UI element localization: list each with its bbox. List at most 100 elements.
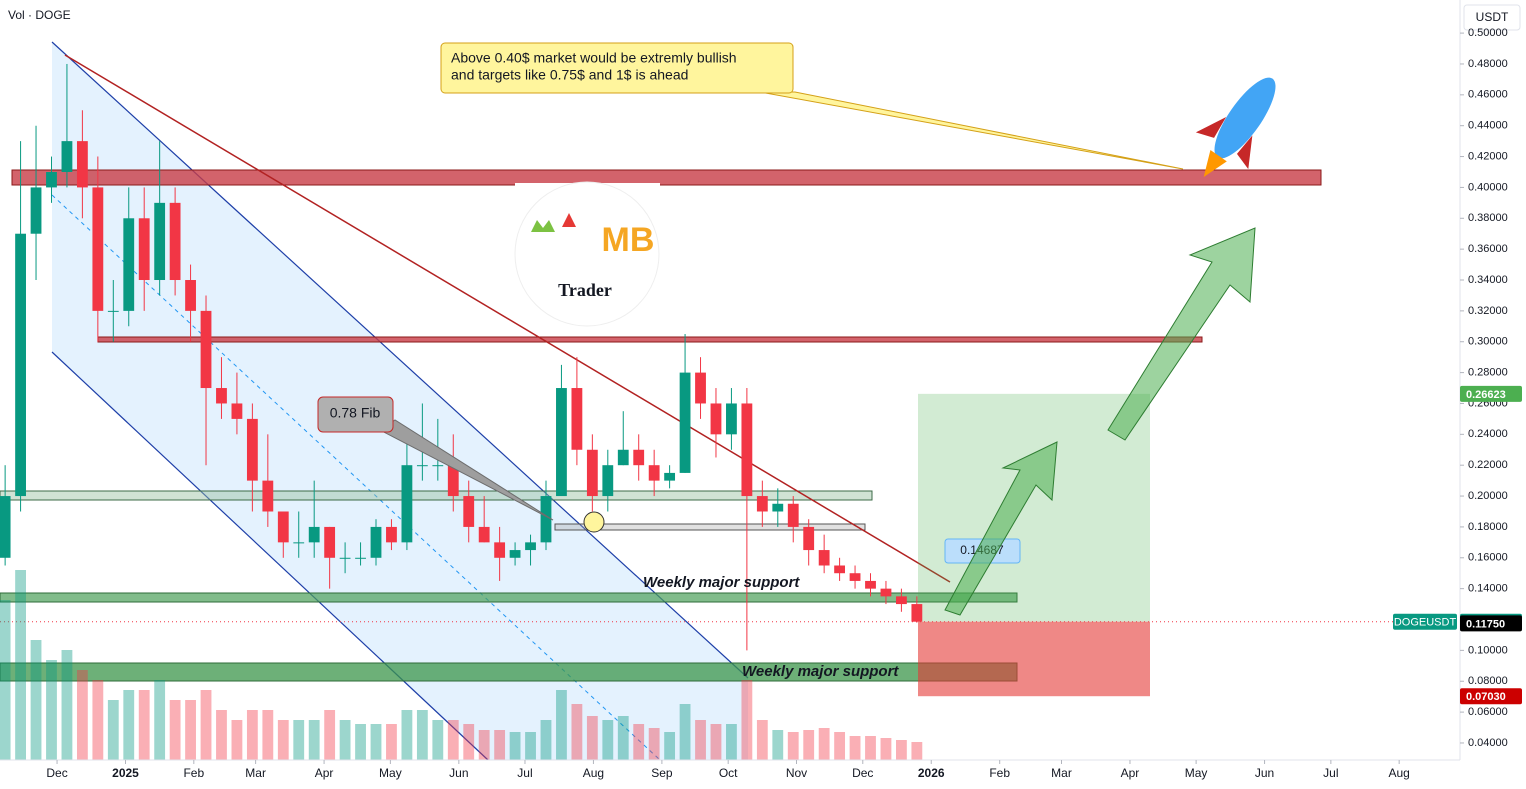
candle-body (107, 310, 119, 312)
y-tick-label: 0.08000 (1468, 675, 1508, 687)
symbol-label: DOGEUSDT (1394, 617, 1457, 629)
volume-bar (741, 680, 753, 760)
volume-bar (76, 670, 88, 760)
volume-bar (15, 570, 26, 760)
candle-body (447, 465, 459, 497)
candle-body (416, 465, 428, 467)
volume-bar (231, 720, 243, 760)
support-label: Weekly major support (643, 574, 800, 591)
volume-bar (834, 732, 846, 760)
callout-text: Above 0.40$ market would be extremly bul… (451, 50, 737, 66)
candle-body (787, 503, 799, 527)
volume-bar (664, 732, 676, 760)
candle-body (525, 542, 536, 551)
volume-bar (169, 700, 181, 760)
volume-bar (355, 724, 366, 760)
candle-body (911, 604, 923, 622)
rocket-flame (1203, 149, 1227, 177)
volume-bar (200, 690, 212, 760)
currency-button[interactable] (1463, 4, 1521, 31)
candle-body (401, 465, 413, 543)
logo-word: Trader (558, 280, 612, 300)
volume-bar (386, 724, 397, 760)
candle-body (602, 465, 614, 497)
x-tick-label: Jun (1255, 766, 1274, 780)
volume-bar (478, 730, 490, 760)
candle-body (540, 496, 552, 543)
candle-body (741, 403, 753, 497)
volume-bar (586, 716, 598, 760)
resistance-zone (11, 169, 1322, 186)
candle-body (30, 187, 42, 234)
logo (514, 181, 660, 327)
price-badge-label: 0.26623 (1466, 389, 1506, 401)
support-zone (0, 592, 1018, 603)
volume-bar (138, 690, 150, 760)
x-tick-label: Dec (46, 766, 67, 780)
volume-bar (571, 704, 583, 760)
volume-bar (540, 720, 552, 760)
volume-bar (324, 710, 336, 760)
volume-bar (865, 736, 876, 760)
candle-body (123, 218, 135, 311)
candle-body (648, 465, 660, 481)
volume-bar (494, 730, 506, 760)
price-badge-label: 0.07030 (1466, 691, 1506, 703)
y-tick-label: 0.36000 (1468, 243, 1508, 255)
volume-bar (246, 710, 258, 760)
volume-bar (525, 732, 536, 760)
candle-body (76, 141, 88, 188)
y-tick-label: 0.38000 (1468, 212, 1508, 224)
volume-bar (154, 680, 166, 760)
volume-bar (293, 720, 305, 760)
callout (317, 396, 394, 433)
volume-bar (710, 724, 722, 760)
volume-bar (880, 738, 892, 760)
volume-bar (818, 728, 830, 760)
candle-body (772, 503, 784, 512)
volume-bar (0, 600, 11, 760)
volume-bar (30, 640, 42, 760)
volume-bar (416, 710, 428, 760)
candle-body (46, 171, 57, 188)
volume-bar (123, 690, 135, 760)
volume-bar (602, 720, 614, 760)
candle-body (726, 403, 737, 435)
resistance-zone (97, 336, 1203, 343)
x-tick-label: Apr (315, 766, 334, 780)
candle-body (92, 187, 104, 311)
x-tick-label: Nov (786, 766, 807, 780)
x-tick-label: Aug (583, 766, 604, 780)
candle-body (849, 573, 861, 581)
candle-body (200, 310, 212, 389)
x-tick-label: Aug (1388, 766, 1409, 780)
candle-body (896, 596, 907, 605)
candle-body (494, 542, 506, 558)
candle-body (138, 218, 150, 281)
volume-bar (107, 700, 119, 760)
candle-body (293, 542, 305, 544)
x-tick-label: Sep (651, 766, 673, 780)
volume-bar (556, 690, 567, 760)
x-tick-label: May (379, 766, 402, 780)
price-badge (1460, 385, 1522, 402)
logo-flame (562, 213, 576, 227)
volume-bar (633, 724, 645, 760)
candle-body (262, 480, 274, 512)
candle-body (556, 388, 567, 497)
candle-body (231, 403, 243, 419)
volume-bar (262, 710, 274, 760)
symbol-badge (1393, 613, 1457, 630)
candle-body (355, 557, 366, 559)
volume-bar (308, 720, 320, 760)
volume-bar (803, 730, 815, 760)
volume-bar (726, 724, 737, 760)
x-tick-label: Apr (1121, 766, 1140, 780)
volume-bar (339, 720, 351, 760)
trendline (64, 54, 951, 583)
overlay: Above 0.40$ market would be extremly bul… (317, 42, 1276, 680)
candle-body (710, 403, 722, 435)
volume-bar (92, 680, 104, 760)
